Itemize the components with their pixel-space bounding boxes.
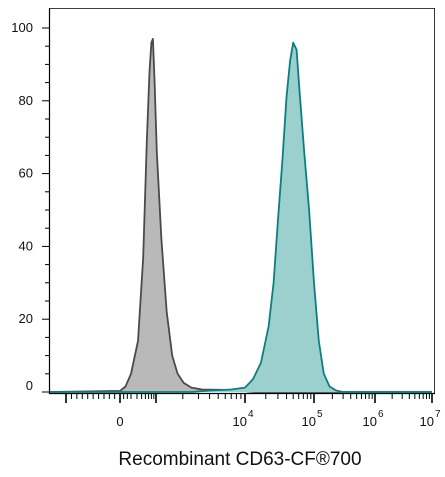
x-tick-label: 10 xyxy=(363,414,377,429)
x-tick-label: 10 xyxy=(420,414,434,429)
x-tick-exponent: 6 xyxy=(378,409,384,420)
y-tick-label: 0 xyxy=(26,378,33,393)
x-tick-label: 10 xyxy=(233,414,247,429)
y-tick-label: 40 xyxy=(19,238,33,253)
x-tick-exponent: 4 xyxy=(248,409,254,420)
series-0-area xyxy=(50,38,432,393)
x-tick-exponent: 5 xyxy=(317,409,323,420)
x-tick-label: 10 xyxy=(302,414,316,429)
y-tick-label: 20 xyxy=(19,311,33,326)
y-tick-label: 100 xyxy=(11,20,33,35)
y-tick-label: 80 xyxy=(19,93,33,108)
series-1-area xyxy=(50,42,432,392)
series-layer xyxy=(49,38,432,393)
x-tick-label: 0 xyxy=(116,414,123,429)
series-0-outline xyxy=(49,38,432,393)
y-tick-label: 60 xyxy=(19,166,33,181)
x-axis-label: Recombinant CD63-CF®700 xyxy=(118,449,362,470)
x-tick-exponent: 7 xyxy=(435,409,441,420)
series-1-outline xyxy=(50,41,432,393)
